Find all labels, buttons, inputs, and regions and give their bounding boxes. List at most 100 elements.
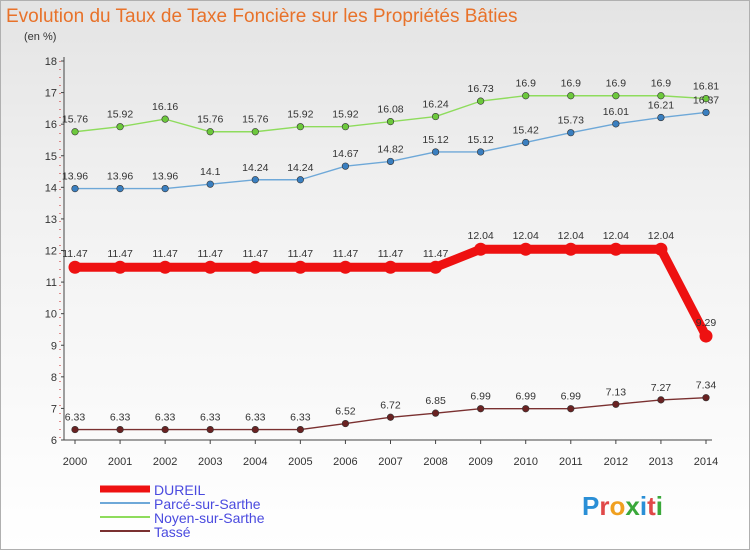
x-tick-label: 2000 — [63, 456, 87, 468]
series-layer — [68, 92, 713, 434]
data-label-1: 14.24 — [242, 162, 268, 174]
data-label-2: 15.92 — [107, 109, 133, 121]
data-label-3: 6.72 — [380, 399, 401, 411]
x-tick-label: 2012 — [604, 456, 628, 468]
series-point-2 — [296, 123, 304, 131]
chart-title: Evolution du Taux de Taxe Foncière sur l… — [6, 6, 518, 27]
y-tick-label: 8 — [51, 372, 57, 384]
series-point-0 — [474, 242, 488, 256]
data-label-1: 15.42 — [513, 124, 539, 136]
data-label-0: 12.04 — [513, 230, 539, 242]
x-tick-label: 2004 — [243, 456, 267, 468]
data-label-2: 15.92 — [332, 109, 358, 121]
y-tick-label: 17 — [45, 88, 57, 100]
x-tick-label: 2009 — [468, 456, 492, 468]
data-label-1: 15.12 — [468, 134, 494, 146]
series-point-1 — [612, 120, 620, 128]
series-point-3 — [567, 405, 575, 413]
data-label-0: 11.47 — [243, 248, 269, 260]
series-point-1 — [71, 184, 79, 193]
series-point-1 — [567, 129, 575, 137]
series-point-1 — [522, 138, 530, 147]
data-label-1: 13.96 — [152, 171, 178, 183]
series-point-0 — [158, 260, 172, 274]
data-label-2: 16.08 — [377, 104, 403, 116]
series-point-1 — [161, 184, 169, 193]
data-label-3: 6.33 — [110, 412, 131, 424]
series-point-3 — [116, 425, 124, 434]
data-label-0: 12.04 — [603, 230, 629, 242]
x-tick-label: 2013 — [649, 456, 673, 468]
series-point-0 — [293, 260, 307, 274]
series-point-1 — [341, 162, 350, 170]
data-label-3: 6.99 — [515, 391, 536, 403]
legend-label-2: Noyen-sur-Sarthe — [154, 510, 265, 526]
data-label-3: 6.33 — [155, 412, 176, 424]
series-point-3 — [71, 425, 79, 434]
series-point-2 — [386, 118, 395, 126]
series-point-0 — [519, 242, 533, 256]
data-label-0: 11.47 — [378, 248, 404, 260]
legend-label-1: Parcé-sur-Sarthe — [154, 496, 261, 512]
y-tick-label: 14 — [45, 182, 57, 194]
series-point-3 — [657, 396, 665, 404]
data-label-0: 12.04 — [558, 230, 584, 242]
logo-letter: o — [609, 491, 625, 521]
data-label-1: 15.73 — [558, 115, 584, 127]
logo-letter: i — [656, 491, 663, 521]
data-label-2: 16.9 — [561, 78, 582, 90]
series-point-2 — [341, 123, 350, 131]
proxiti-logo: Proxiti — [582, 491, 663, 521]
x-tick-label: 2011 — [559, 456, 583, 468]
series-point-2 — [431, 112, 440, 121]
data-label-0: 11.47 — [333, 248, 359, 260]
x-tick-label: 2006 — [333, 456, 357, 468]
data-label-0: 12.04 — [648, 230, 674, 242]
series-point-1 — [657, 113, 665, 122]
logo-letter: t — [647, 491, 656, 521]
data-label-1: 14.67 — [332, 148, 358, 160]
series-point-2 — [161, 115, 169, 123]
series-point-0 — [609, 242, 623, 256]
data-label-3: 6.99 — [561, 391, 582, 403]
axes: 6 7 8 9 10 11 12 13 14 15 16 17 18 2000 2001 2002 2003 20… — [45, 56, 718, 468]
series-point-1 — [296, 176, 304, 184]
data-label-1: 14.1 — [200, 166, 221, 178]
data-label-3: 6.99 — [470, 391, 491, 403]
series-point-2 — [116, 123, 124, 131]
logo-letter: i — [640, 491, 647, 521]
data-label-0: 11.47 — [197, 248, 223, 260]
series-point-2 — [612, 92, 620, 100]
series-point-3 — [477, 405, 485, 413]
series-point-1 — [431, 148, 440, 156]
y-tick-label: 15 — [45, 151, 57, 163]
series-point-2 — [477, 97, 485, 105]
x-tick-label: 2002 — [153, 456, 177, 468]
series-point-2 — [251, 128, 259, 136]
legend-label-0: DUREIL — [154, 482, 206, 498]
series-point-3 — [296, 425, 304, 434]
series-point-1 — [386, 157, 395, 166]
x-tick-label: 2007 — [378, 456, 402, 468]
data-labels: 6.33 6.33 6.33 6.33 6.33 6.33 6.52 6.72 6.85 6.99… — [62, 78, 719, 424]
data-label-2: 16.9 — [606, 78, 627, 90]
data-label-0: 11.47 — [423, 248, 449, 260]
data-label-1: 16.21 — [648, 100, 674, 112]
logo-letter: x — [625, 491, 640, 521]
data-label-2: 16.81 — [693, 81, 719, 93]
data-label-0: 12.04 — [468, 230, 494, 242]
data-label-0: 11.47 — [288, 248, 314, 260]
data-label-2: 15.76 — [62, 114, 88, 126]
data-label-0: 11.47 — [152, 248, 178, 260]
x-tick-label: 2001 — [108, 456, 132, 468]
data-label-1: 15.12 — [422, 134, 448, 146]
series-point-1 — [116, 184, 124, 193]
series-point-3 — [161, 425, 169, 434]
series-point-3 — [251, 425, 259, 434]
data-label-2: 16.16 — [152, 101, 178, 113]
data-label-2: 15.76 — [197, 114, 223, 126]
y-tick-label: 18 — [45, 56, 57, 68]
series-point-0 — [429, 260, 443, 274]
